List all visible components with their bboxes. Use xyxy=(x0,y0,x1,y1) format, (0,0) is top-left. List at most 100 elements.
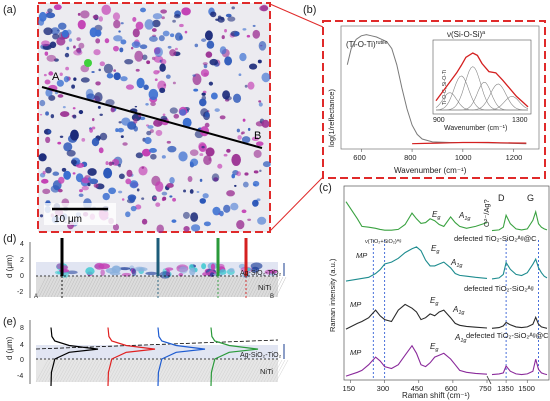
hatch-line xyxy=(74,359,88,383)
map-particle xyxy=(242,118,246,122)
map-particle xyxy=(144,19,154,30)
peak-eg-2-sub: g xyxy=(436,249,440,255)
hatch-line xyxy=(146,359,160,383)
map-particle xyxy=(133,118,138,124)
map-particle xyxy=(182,211,190,219)
panel-e-tick-0: 0 xyxy=(20,357,24,364)
panel-e-layer-label: Ag-SiO₂-TiO₂ xyxy=(240,352,282,359)
hatch-line xyxy=(92,276,104,298)
map-particle xyxy=(43,27,53,36)
map-particle xyxy=(202,62,208,66)
hatch-line xyxy=(269,276,281,298)
scan-position-line xyxy=(216,238,220,276)
hatch-line xyxy=(71,359,85,383)
panel-e-tick-m4: -4 xyxy=(17,373,23,380)
map-particle xyxy=(240,132,244,135)
hatch-line xyxy=(116,359,130,383)
map-particle xyxy=(72,107,76,110)
map-particle xyxy=(150,101,156,107)
hatch-line xyxy=(134,359,148,383)
map-particle xyxy=(181,7,191,16)
label-tio-sup: rutile xyxy=(376,40,388,46)
map-particle xyxy=(159,63,166,72)
map-particle xyxy=(52,33,60,40)
hatch-line xyxy=(140,359,154,383)
map-particle xyxy=(199,178,203,182)
map-particle xyxy=(148,88,159,101)
peak-eg-3-base: E xyxy=(430,296,436,305)
map-particle xyxy=(244,84,248,88)
hatch-line xyxy=(257,276,269,298)
hatch-line xyxy=(149,359,163,383)
hatch-line xyxy=(101,276,113,298)
map-particle xyxy=(146,130,152,136)
map-particle xyxy=(97,105,101,109)
hatch-line xyxy=(263,359,277,383)
layer-particle xyxy=(118,267,131,271)
map-particle xyxy=(93,183,99,188)
panel-c-peak-markers xyxy=(372,240,539,380)
map-particle xyxy=(45,136,51,144)
map-particle xyxy=(163,83,166,87)
map-particle xyxy=(75,47,82,53)
map-particle xyxy=(72,172,76,175)
panel-e-tick-8: 8 xyxy=(20,325,24,332)
hatch-line xyxy=(107,359,121,383)
hatch-line xyxy=(158,276,170,298)
hatch-line xyxy=(218,276,230,298)
hatch-line xyxy=(101,359,115,383)
map-particle xyxy=(251,136,260,142)
map-particle xyxy=(199,153,204,157)
map-particle xyxy=(152,13,163,20)
map-particle xyxy=(81,177,91,184)
map-particle xyxy=(63,170,71,180)
hatch-line xyxy=(65,276,77,298)
map-particle xyxy=(179,109,187,116)
map-particle xyxy=(106,73,114,79)
map-particle xyxy=(256,198,261,202)
map-particle xyxy=(174,32,183,41)
hatch-line xyxy=(200,276,212,298)
map-particle xyxy=(141,54,148,61)
panel-e-ylabel: d (μm) xyxy=(5,336,14,360)
map-particle xyxy=(217,16,225,23)
hatch-line xyxy=(266,276,278,298)
hatch-line xyxy=(128,359,142,383)
map-particle xyxy=(99,132,108,141)
c-x-tick-label: 1350 xyxy=(497,384,514,393)
peak-a1g-top: A1g xyxy=(458,211,471,222)
map-particle xyxy=(259,5,269,12)
map-particle xyxy=(257,59,262,64)
map-particle xyxy=(208,81,214,86)
panel-d-tick-m2: -2 xyxy=(17,289,23,296)
map-particle xyxy=(253,170,259,174)
map-particle xyxy=(113,19,121,29)
map-particle xyxy=(45,166,52,174)
inset-nu-sup: a xyxy=(482,30,486,36)
hatch-line xyxy=(125,359,139,383)
map-particle xyxy=(193,88,199,92)
map-particle xyxy=(237,135,242,140)
map-particle xyxy=(79,189,83,193)
map-particle xyxy=(68,38,73,42)
hatch-line xyxy=(251,359,265,383)
hatch-line xyxy=(65,359,79,383)
map-particle xyxy=(173,14,181,19)
map-particle xyxy=(135,152,143,159)
map-particle xyxy=(234,184,237,187)
map-particle xyxy=(172,19,176,23)
map-particle xyxy=(95,81,101,86)
panel-d-substrate xyxy=(36,276,278,297)
map-particle xyxy=(153,196,157,200)
hatch-line xyxy=(110,359,124,383)
b-x-tick-label: 800 xyxy=(404,153,417,162)
label-tio-text: (Ti-O-Ti) xyxy=(346,40,376,49)
map-particle xyxy=(41,178,49,184)
map-particle xyxy=(247,81,255,90)
hatch-line xyxy=(53,359,67,383)
peak-a1g-3-base: A xyxy=(452,305,458,314)
c-x-tick-label: 750 xyxy=(479,384,492,393)
layer-particle xyxy=(165,267,174,271)
hatch-line xyxy=(74,276,86,298)
hatch-line xyxy=(44,276,56,298)
